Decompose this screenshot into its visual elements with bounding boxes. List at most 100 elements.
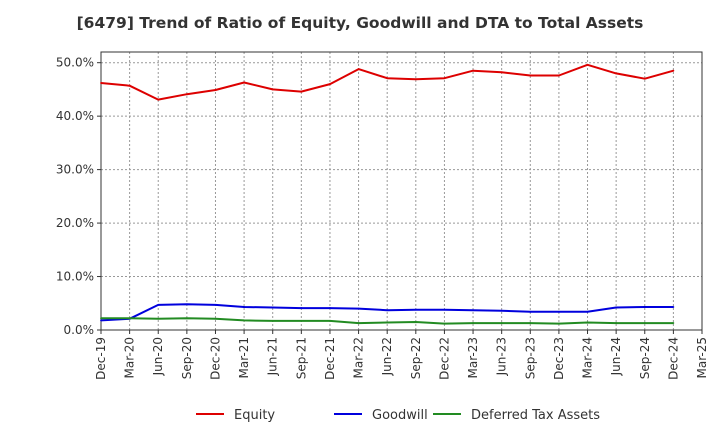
data-point: [185, 93, 188, 96]
data-point: [214, 303, 217, 306]
y-tick-label: 30.0%: [56, 163, 94, 177]
series-layer: [100, 63, 675, 325]
data-point: [472, 309, 474, 312]
data-point: [300, 320, 303, 322]
data-point: [500, 309, 503, 312]
x-tick-label: Jun-24: [609, 337, 623, 376]
data-point: [243, 81, 245, 84]
x-tick-label: Mar-25: [695, 337, 709, 378]
x-axis-ticks: Dec-19 Mar-20 Jun-20 Sep-20 Dec-20 Mar-21 Jun-…: [94, 330, 709, 380]
data-point: [529, 74, 532, 77]
x-tick-label: Jun-23: [495, 337, 509, 376]
data-point: [414, 321, 417, 323]
data-point: [300, 90, 303, 93]
x-tick-label: Dec-19: [94, 337, 108, 380]
data-point: [128, 317, 131, 320]
data-point: [271, 306, 274, 309]
data-point: [329, 320, 331, 322]
data-point: [157, 98, 160, 101]
x-tick-label: Mar-22: [352, 337, 366, 378]
data-point: [443, 77, 446, 80]
y-tick-label: 50.0%: [56, 56, 94, 70]
data-point: [443, 322, 446, 325]
data-point: [643, 322, 646, 324]
data-point: [100, 319, 102, 322]
data-point: [672, 322, 675, 324]
data-point: [271, 88, 274, 91]
data-point: [357, 307, 360, 310]
data-point: [185, 317, 188, 320]
data-point: [414, 78, 417, 81]
data-point: [615, 322, 618, 324]
data-point: [357, 322, 360, 324]
data-point: [100, 82, 102, 84]
chart-title: [6479] Trend of Ratio of Equity, Goodwil…: [76, 14, 644, 32]
data-point: [472, 69, 474, 72]
data-point: [586, 310, 589, 313]
data-point: [214, 317, 217, 320]
y-tick-label: 40.0%: [56, 109, 94, 123]
data-point: [586, 321, 589, 324]
x-tick-label: Sep-23: [523, 337, 537, 379]
x-tick-label: Jun-21: [266, 337, 280, 376]
data-point: [558, 310, 560, 313]
data-point: [529, 310, 532, 313]
x-tick-label: Sep-22: [409, 337, 423, 379]
y-tick-label: 20.0%: [56, 216, 94, 230]
data-point: [214, 89, 217, 91]
legend-label: Deferred Tax Assets: [471, 408, 600, 423]
legend-label: Goodwill: [372, 408, 428, 423]
data-point: [243, 306, 245, 308]
data-point: [100, 317, 102, 320]
x-tick-label: Sep-21: [294, 337, 308, 379]
y-axis-ticks: 0.0% 10.0% 20.0% 30.0% 40.0% 50.0%: [56, 56, 101, 337]
data-point: [386, 321, 389, 324]
x-tick-label: Mar-20: [123, 337, 137, 378]
data-point: [329, 83, 331, 85]
x-tick-label: Mar-21: [237, 337, 251, 378]
grid-layer: [101, 52, 702, 330]
data-point: [643, 77, 646, 80]
legend-label: Equity: [234, 408, 275, 423]
x-tick-label: Jun-20: [151, 337, 165, 376]
data-point: [386, 309, 389, 312]
y-tick-label: 10.0%: [56, 270, 94, 284]
x-tick-label: Dec-23: [552, 337, 566, 380]
data-point: [443, 308, 446, 311]
data-point: [357, 68, 360, 71]
data-point: [185, 303, 188, 306]
x-tick-label: Dec-20: [208, 337, 222, 380]
data-point: [500, 71, 503, 74]
data-point: [615, 72, 618, 75]
data-point: [472, 322, 474, 324]
plot-frame: [100, 51, 703, 331]
data-point: [615, 306, 618, 309]
x-tick-label: Dec-24: [666, 337, 680, 380]
data-point: [386, 77, 389, 80]
data-point: [558, 322, 560, 325]
data-point: [157, 317, 160, 320]
data-point: [672, 69, 675, 72]
x-tick-label: Sep-20: [180, 337, 194, 379]
data-point: [271, 320, 274, 322]
x-tick-label: Dec-21: [323, 337, 337, 380]
data-point: [500, 322, 503, 324]
x-tick-label: Mar-23: [466, 337, 480, 378]
legend: Equity Goodwill Deferred Tax Assets: [196, 408, 600, 423]
data-point: [558, 74, 560, 77]
x-tick-label: Jun-22: [380, 337, 394, 376]
data-point: [586, 63, 589, 66]
data-point: [128, 84, 131, 87]
x-tick-label: Sep-24: [638, 337, 652, 379]
data-point: [529, 322, 532, 324]
x-tick-label: Dec-22: [437, 337, 451, 380]
data-point: [157, 303, 160, 306]
data-point: [329, 307, 331, 309]
data-point: [414, 308, 417, 311]
x-tick-label: Mar-24: [581, 337, 595, 378]
data-point: [672, 306, 675, 308]
y-tick-label: 0.0%: [64, 323, 95, 337]
data-point: [243, 319, 245, 322]
data-point: [300, 307, 303, 309]
